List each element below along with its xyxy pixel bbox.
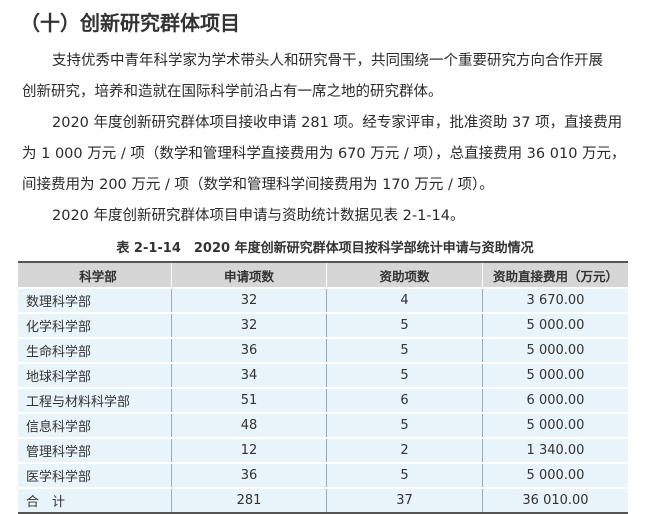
table-cell: 5 000.00 (482, 412, 628, 438)
paragraph-line: 2020 年度创新研究群体项目申请与资助统计数据见表 2-1-14。 (52, 208, 465, 224)
paragraph-line: 为 1 000 万元 / 项（数学和管理科学直接费用为 670 万元 / 项），… (22, 146, 626, 162)
paragraph-line: 2020 年度创新研究群体项目接收申请 281 项。经专家评审，批准资助 37 … (52, 115, 623, 131)
table-cell: 36 010.00 (482, 487, 628, 514)
section-heading: （十）创新研究群体项目 (20, 11, 240, 35)
table-row: 医学科学部 36 5 5 000.00 (18, 462, 628, 488)
table-cell: 化学科学部 (18, 312, 172, 338)
table-cell: 48 (171, 412, 327, 438)
body-text: 支持优秀中青年科学家为学术带头人和研究骨干，共同围绕一个重要研究方向合作开展 创… (22, 46, 642, 232)
table-cell: 5 (326, 462, 483, 488)
table-cell: 5 000.00 (482, 362, 628, 388)
table-cell: 生命科学部 (18, 337, 172, 363)
table-cell: 36 (171, 462, 327, 488)
table-cell: 地球科学部 (18, 362, 172, 388)
table-cell: 32 (171, 312, 327, 338)
column-header: 资助直接费用（万元） (482, 261, 628, 288)
table-row: 生命科学部 36 5 5 000.00 (18, 337, 628, 363)
table-cell: 32 (171, 287, 327, 313)
table-row: 信息科学部 48 5 5 000.00 (18, 412, 628, 438)
table-cell: 1 340.00 (482, 437, 628, 463)
table-row: 地球科学部 34 5 5 000.00 (18, 362, 628, 388)
column-header: 科学部 (18, 261, 172, 288)
table-cell: 管理科学部 (18, 437, 172, 463)
table-cell: 5 000.00 (482, 337, 628, 363)
table-cell: 5 (326, 412, 483, 438)
table-caption: 表 2-1-14 2020 年度创新研究群体项目按科学部统计申请与资助情况 (116, 241, 534, 256)
table-cell: 工程与材料科学部 (18, 387, 172, 413)
table-cell: 5 (326, 337, 483, 363)
table-cell: 6 000.00 (482, 387, 628, 413)
table-cell: 34 (171, 362, 327, 388)
table-cell: 5 (326, 362, 483, 388)
paragraph-line: 创新研究，培养和造就在国际科学前沿占有一席之地的研究群体。 (22, 84, 443, 100)
column-header: 资助项数 (326, 261, 483, 288)
table-cell: 36 (171, 337, 327, 363)
table-cell: 51 (171, 387, 327, 413)
table-cell: 合 计 (18, 487, 172, 514)
paragraph-line: 支持优秀中青年科学家为学术带头人和研究骨干，共同围绕一个重要研究方向合作开展 (52, 53, 603, 69)
table-cell: 数理科学部 (18, 287, 172, 313)
table-cell: 37 (326, 487, 483, 514)
table-cell: 5 000.00 (482, 312, 628, 338)
table-cell: 5 (326, 312, 483, 338)
table-row: 管理科学部 12 2 1 340.00 (18, 437, 628, 463)
table-row: 工程与材料科学部 51 6 6 000.00 (18, 387, 628, 413)
table-cell: 12 (171, 437, 327, 463)
table-row: 化学科学部 32 5 5 000.00 (18, 312, 628, 338)
table-cell: 3 670.00 (482, 287, 628, 313)
column-header: 申请项数 (171, 261, 327, 288)
table-cell: 信息科学部 (18, 412, 172, 438)
table-cell: 6 (326, 387, 483, 413)
table-cell: 5 000.00 (482, 462, 628, 488)
statistics-table: 科学部 申请项数 资助项数 资助直接费用（万元） 数理科学部 32 4 3 670.0… (18, 261, 628, 514)
table-cell: 2 (326, 437, 483, 463)
table-row: 合 计 281 37 36 010.00 (18, 487, 628, 514)
table-cell: 281 (171, 487, 327, 514)
table-cell: 医学科学部 (18, 462, 172, 488)
paragraph-line: 间接费用为 200 万元 / 项（数学和管理科学间接费用为 170 万元 / 项… (22, 177, 494, 193)
table-row: 数理科学部 32 4 3 670.00 (18, 287, 628, 313)
table-cell: 4 (326, 287, 483, 313)
table-header-row: 科学部 申请项数 资助项数 资助直接费用（万元） (18, 261, 628, 288)
